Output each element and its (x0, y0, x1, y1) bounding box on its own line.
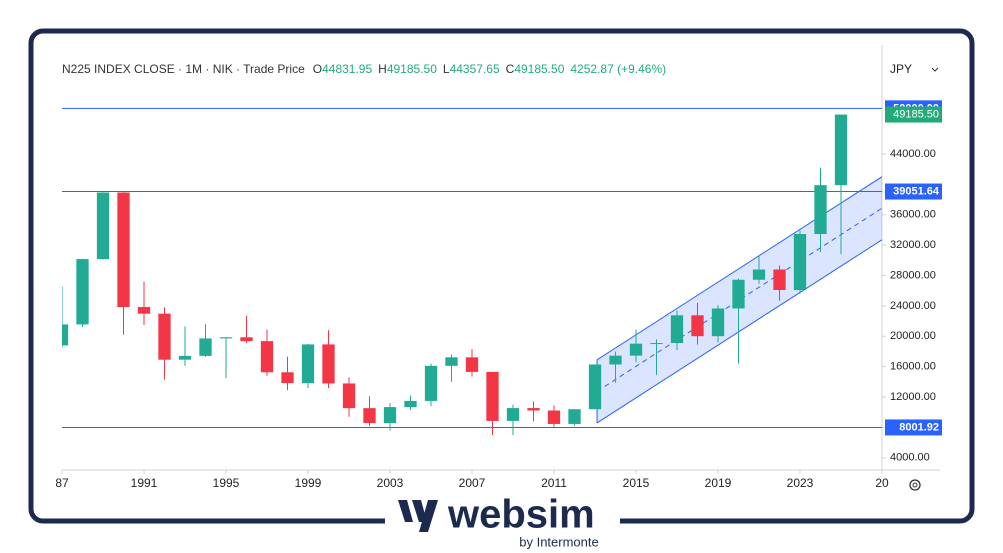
level-label: 39051.64 (893, 185, 940, 197)
y-tick-label: 32000.00 (890, 239, 936, 251)
ohlc-key: H (378, 62, 387, 76)
candle-body (732, 279, 745, 309)
candle-body (240, 337, 253, 342)
candle-body (76, 259, 89, 325)
y-tick-label: 20000.00 (890, 330, 936, 342)
candle-body (260, 341, 274, 373)
channel-mid (596, 207, 882, 392)
legend: N225 INDEX CLOSE · 1M · NIK · Trade Pric… (62, 62, 672, 76)
ohlc-value: 49185.50 (514, 62, 565, 76)
x-tick-label: 87 (55, 476, 69, 490)
level-label-bg (885, 183, 942, 200)
candle-body (465, 357, 479, 372)
y-tick-label: 44000.00 (890, 148, 936, 160)
candle-body (650, 343, 663, 345)
candle-body (404, 400, 417, 408)
candle-body (178, 355, 192, 360)
channel-lower (596, 239, 882, 424)
brand-tagline: by Intermonte (519, 534, 599, 549)
y-tick-label: 24000.00 (890, 300, 936, 312)
y-tick-label: 28000.00 (890, 269, 936, 281)
y-tick-label: 4000.00 (890, 452, 930, 464)
level-label-bg (885, 419, 942, 436)
candle-body (486, 371, 499, 421)
x-tick-label: 2011 (541, 476, 567, 490)
candle-body (96, 192, 110, 260)
candle-body (383, 407, 397, 424)
candle-body (691, 315, 704, 337)
candle-body (814, 185, 827, 235)
candle-body (301, 344, 315, 384)
x-tick-label: 2015 (623, 476, 650, 490)
candle-body (137, 307, 151, 314)
candle-body (363, 408, 376, 424)
x-tick-label: 2023 (787, 476, 814, 490)
candle-body (424, 365, 438, 401)
x-tick-label: 1991 (131, 476, 158, 490)
candle-body (527, 408, 540, 411)
x-tick-label: 2003 (377, 476, 404, 490)
ohlc-value: 49185.50 (386, 62, 437, 76)
x-tick-label: 2019 (705, 476, 732, 490)
candle-body (322, 344, 335, 384)
candle-body (588, 364, 602, 410)
candle-body (199, 338, 212, 356)
currency[interactable]: JPY (890, 62, 912, 76)
change: 4252.87 (+9.46%) (570, 62, 667, 76)
candle-body (62, 324, 69, 346)
candle-body (568, 409, 581, 424)
x-tick-label: 1995 (213, 476, 240, 490)
frame (28, 28, 975, 524)
candle-body (547, 410, 561, 424)
candle-body (834, 114, 848, 186)
logo-icon (398, 500, 438, 532)
candle-body (158, 313, 171, 360)
y-tick-label: 36000.00 (890, 209, 936, 221)
y-tick-label: 12000.00 (890, 391, 936, 403)
settings-icon[interactable] (909, 479, 921, 491)
last-price-bg (885, 106, 942, 123)
candle-body (711, 308, 725, 337)
x-tick-label: 20 (875, 476, 889, 490)
x-tick-label: 1999 (295, 476, 322, 490)
candle-body (506, 408, 520, 421)
plot (62, 107, 882, 436)
level-label: 8001.92 (899, 421, 939, 433)
brand-name: websim (447, 493, 595, 537)
ohlc-key: O (312, 62, 323, 76)
ohlc-value: 44831.95 (322, 62, 373, 76)
candle-body (219, 337, 233, 339)
ohlc-key: L (442, 62, 450, 76)
symbol: N225 INDEX CLOSE · 1M · NIK · Trade Pric… (62, 62, 305, 76)
logo-gap (385, 512, 620, 532)
candle-body (281, 372, 294, 384)
ohlc-value: 44357.65 (449, 62, 500, 76)
candle-body (342, 383, 356, 409)
x-tick-label: 2007 (459, 476, 486, 490)
candle-body (793, 234, 807, 291)
channel-upper (596, 176, 882, 361)
last-price-label: 49185.50 (893, 108, 939, 120)
y-tick-label: 16000.00 (890, 361, 936, 373)
candle-body (629, 343, 643, 356)
candle-body (445, 357, 458, 366)
candle-body (670, 315, 684, 344)
candle-body (609, 355, 622, 365)
currency-chevron[interactable] (931, 67, 939, 72)
candle-body (773, 269, 786, 291)
candle-body (117, 192, 130, 308)
ohlc-key: C (505, 62, 515, 76)
candle-body (752, 269, 766, 280)
